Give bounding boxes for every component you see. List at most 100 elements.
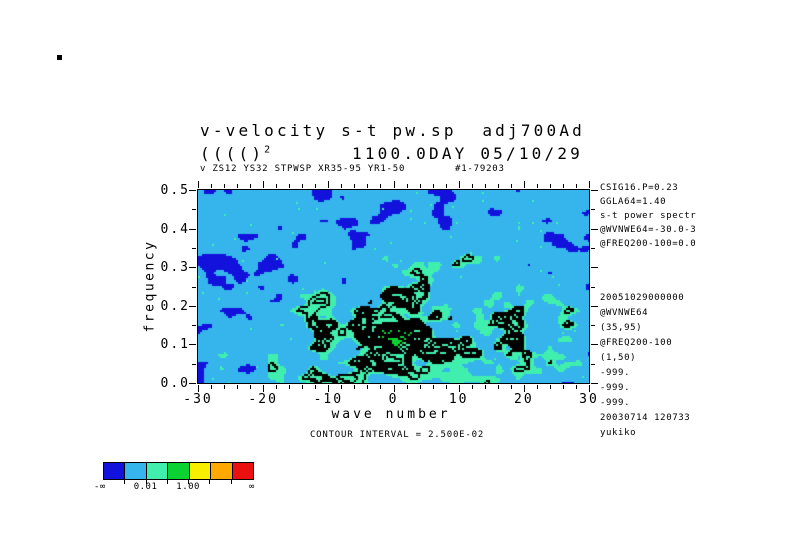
y-axis-tick (591, 306, 598, 307)
colorbar-tick (146, 480, 147, 484)
x-axis-tick (302, 184, 303, 188)
x-axis-tick (289, 184, 290, 188)
y-axis-label: frequency (142, 239, 158, 333)
x-tick-label: -20 (248, 392, 278, 407)
run-id: #1-79203 (455, 164, 505, 174)
x-axis-tick (563, 385, 564, 389)
y-axis-tick (189, 229, 196, 230)
x-tick-label: 30 (579, 392, 599, 407)
x-axis-tick (289, 385, 290, 389)
annotation-line: s-t power spectr (600, 211, 697, 221)
colorbar-tick (167, 480, 168, 484)
x-axis-tick (576, 385, 577, 389)
annotation-line: @FREQ200-100=0.0 (600, 239, 697, 249)
x-axis-tick (315, 184, 316, 188)
y-axis-tick (189, 306, 196, 307)
y-tick-label: 0.1 (160, 337, 190, 353)
units-label: (((()2 (200, 144, 270, 163)
annotation-block-bottom: 20051029000000 @WVNWE64 (35,95) @FREQ200-10… (600, 291, 690, 441)
x-axis-tick (498, 184, 499, 188)
corner-marker-dot (57, 55, 62, 60)
y-axis-tick (192, 248, 196, 249)
x-axis-tick (276, 184, 277, 188)
y-axis-tick (591, 267, 598, 268)
x-axis-tick (263, 385, 264, 392)
x-axis-tick (367, 184, 368, 188)
y-axis-tick (189, 383, 196, 384)
x-axis-tick (407, 184, 408, 188)
x-axis-tick (211, 385, 212, 389)
chart-title: v-velocity s-t pw.sp adj700Ad (200, 121, 585, 140)
y-axis-tick (591, 364, 595, 365)
y-axis-tick (189, 267, 196, 268)
x-axis-tick (237, 385, 238, 389)
x-axis-tick (524, 385, 525, 392)
x-axis-tick (524, 181, 525, 188)
y-axis-tick (192, 209, 196, 210)
x-tick-label: 20 (514, 392, 534, 407)
y-tick-label: 0.2 (160, 298, 190, 314)
colorbar-cell (210, 463, 232, 479)
x-axis-tick (537, 184, 538, 188)
colorbar-cell (188, 463, 211, 479)
annotation-block-top: CSIG16.P=0.23 GGLA64=1.40 s-t power spectr… (600, 181, 696, 251)
colorbar-label: 1.00 (176, 482, 200, 492)
annotation-line: @FREQ200-100 (600, 338, 673, 348)
x-axis-tick (224, 184, 225, 188)
colorbar-cell (104, 463, 125, 479)
y-axis-tick (192, 364, 196, 365)
x-axis-tick (498, 385, 499, 389)
x-axis-tick (367, 385, 368, 389)
x-axis-tick (550, 385, 551, 389)
x-axis-tick (328, 181, 329, 188)
x-axis-tick (328, 385, 329, 392)
annotation-line: 20030714 120733 (600, 413, 691, 423)
x-axis-tick (237, 184, 238, 188)
plot-frame (197, 189, 590, 384)
y-tick-label: 0.5 (160, 183, 190, 198)
annotation-line: yukiko (600, 428, 637, 438)
x-axis-tick (563, 184, 564, 188)
y-axis-tick (591, 383, 598, 384)
x-axis-tick (446, 385, 447, 389)
annotation-line: (1,50) (600, 353, 637, 363)
colorbar-label: ∞ (249, 482, 255, 492)
x-axis-tick (198, 181, 199, 188)
y-tick-label: 0.3 (160, 260, 190, 276)
x-axis-tick (380, 184, 381, 188)
x-axis-tick (511, 385, 512, 389)
colorbar-label: 0.01 (133, 482, 158, 492)
units-base: (((() (200, 144, 265, 163)
annotation-line: CSIG16.P=0.23 (600, 183, 679, 193)
x-axis-tick (354, 385, 355, 389)
x-axis-tick (302, 385, 303, 389)
colorbar-tick (209, 480, 210, 484)
x-axis-tick (407, 385, 408, 389)
y-axis-tick (591, 287, 595, 288)
x-axis-tick (420, 385, 421, 389)
y-tick-label: 0.4 (160, 221, 190, 237)
annotation-line: GGLA64=1.40 (600, 197, 667, 207)
annotation-line: 20051029000000 (600, 293, 685, 303)
y-axis-tick (591, 248, 595, 249)
x-tick-label: 0 (388, 392, 399, 407)
x-axis-tick (576, 184, 577, 188)
y-axis-tick (189, 344, 196, 345)
x-axis-tick (550, 184, 551, 188)
x-axis-tick (394, 181, 395, 188)
x-axis-tick (472, 385, 473, 389)
y-axis-tick (591, 344, 598, 345)
x-axis-tick (354, 184, 355, 188)
x-axis-tick (459, 385, 460, 392)
y-axis-tick (192, 287, 196, 288)
colorbar-cell (124, 463, 146, 479)
annotation-line: @WVNWE64 (600, 308, 649, 318)
colorbar-tick (231, 480, 232, 484)
x-axis-tick (250, 385, 251, 389)
annotation-line: @WVNWE64=-30.0-3 (600, 225, 697, 235)
x-axis-tick (459, 181, 460, 188)
x-axis-tick (433, 184, 434, 188)
y-axis-tick (591, 190, 598, 191)
colorbar-label: -∞ (94, 482, 106, 492)
